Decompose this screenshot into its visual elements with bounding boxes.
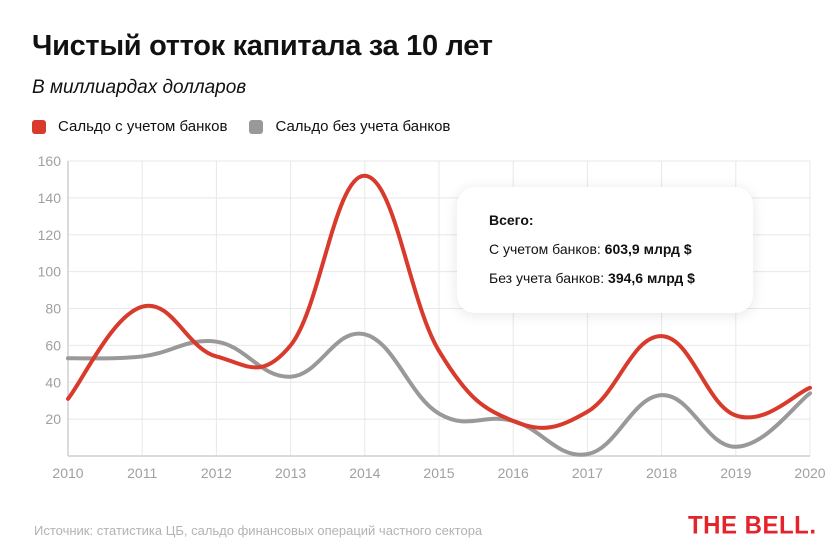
- x-axis: 2010 2011 2012 2013 2014 2015 2016 2017 2018 2019…: [52, 465, 825, 481]
- series-line-without-banks[interactable]: [66, 331, 812, 457]
- x-tick-label: 2012: [201, 465, 232, 481]
- legend-label: Сальдо с учетом банков: [58, 118, 228, 135]
- chart-subtitle: В миллиардах долларов: [32, 77, 247, 98]
- y-tick-label: 60: [45, 337, 61, 353]
- tooltip-value: 603,9 млрд $: [604, 241, 692, 257]
- x-tick-label: 2010: [52, 465, 83, 481]
- chart-title: Чистый отток капитала за 10 лет: [32, 30, 493, 62]
- series-line-with-banks[interactable]: [66, 173, 812, 430]
- x-tick-label: 2018: [646, 465, 677, 481]
- x-tick-label: 2016: [498, 465, 529, 481]
- x-tick-label: 2013: [275, 465, 306, 481]
- legend-label: Сальдо без учета банков: [275, 118, 451, 135]
- y-tick-label: 100: [38, 264, 62, 280]
- tooltip-row-with-banks: С учетом банков: 603,9 млрд $: [489, 241, 692, 257]
- source-note: Источник: статистика ЦБ, сальдо финансов…: [34, 523, 483, 538]
- totals-tooltip: Всего: С учетом банков: 603,9 млрд $ Без…: [457, 187, 753, 313]
- legend-item-without-banks[interactable]: Сальдо без учета банков: [249, 118, 450, 135]
- tooltip-heading: Всего:: [489, 212, 534, 228]
- series-lines: [66, 173, 812, 457]
- legend: Сальдо с учетом банков Сальдо без учета …: [32, 118, 472, 135]
- x-tick-label: 2014: [349, 465, 380, 481]
- tooltip-label: Без учета банков:: [489, 270, 609, 286]
- y-tick-label: 40: [45, 374, 61, 390]
- x-tick-label: 2017: [572, 465, 603, 481]
- tooltip-value: 394,6 млрд $: [608, 270, 695, 286]
- legend-swatch-gray: [249, 119, 264, 134]
- y-axis: 20 40 60 80 100 120 140 160: [38, 153, 62, 427]
- y-tick-label: 120: [38, 227, 62, 243]
- x-tick-label: 2019: [720, 465, 751, 481]
- y-tick-label: 140: [38, 190, 62, 206]
- y-tick-label: 160: [38, 153, 62, 169]
- legend-item-with-banks[interactable]: Сальдо с учетом банков: [32, 118, 227, 135]
- the-bell-logo: THE BELL.: [688, 511, 817, 540]
- x-tick-label: 2011: [127, 465, 157, 481]
- y-tick-label: 20: [45, 411, 61, 427]
- tooltip-label: С учетом банков:: [489, 241, 605, 257]
- y-tick-label: 80: [45, 301, 61, 317]
- x-tick-label: 2020: [794, 465, 825, 481]
- legend-swatch-red: [32, 119, 46, 134]
- tooltip-row-without-banks: Без учета банков: 394,6 млрд $: [489, 270, 695, 286]
- x-tick-label: 2015: [423, 465, 454, 481]
